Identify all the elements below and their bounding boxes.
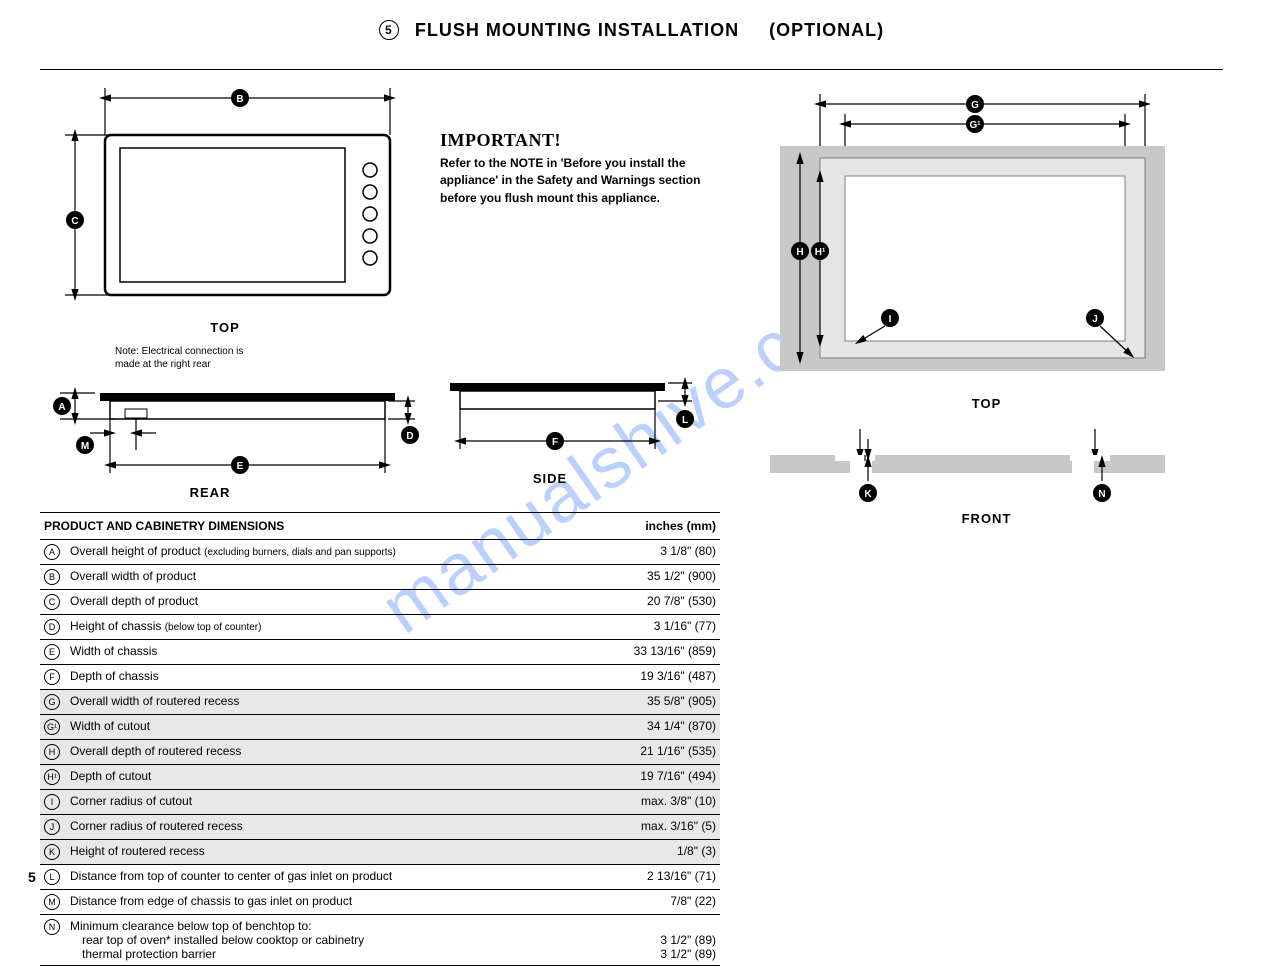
svg-text:H: H [796,247,803,258]
table-row: ICorner radius of cutoutmax. 3/8" (10) [40,790,720,815]
dim-key-badge: B [44,569,60,585]
top-view-label: TOP [40,320,410,335]
title-suffix: (OPTIONAL) [769,20,884,40]
svg-text:K: K [864,489,872,500]
top-view-product-diagram: B C [40,80,410,320]
dim-key-badge: F [44,669,60,685]
svg-text:G¹: G¹ [969,120,981,131]
table-row: FDepth of chassis19 3/16" (487) [40,665,720,690]
table-row: AOverall height of product (excluding bu… [40,540,720,565]
svg-text:G: G [971,100,979,111]
dim-key-badge: G [44,694,60,710]
dim-key-badge: H¹ [44,769,60,785]
electrical-note: Note: Electrical connection is made at t… [115,345,255,371]
table-row: EWidth of chassis33 13/16" (859) [40,640,720,665]
dim-key-badge: I [44,794,60,810]
table-row: H¹Depth of cutout19 7/16" (494) [40,765,720,790]
table-row-last: N Minimum clearance below top of benchto… [40,915,720,966]
dim-key-badge: L [44,869,60,885]
dim-key-badge: D [44,619,60,635]
table-row: KHeight of routered recess1/8" (3) [40,840,720,865]
dim-key-badge: H [44,744,60,760]
title-main: FLUSH MOUNTING INSTALLATION [415,20,739,40]
dim-key-badge: A [44,544,60,560]
cutout-top-label: TOP [750,396,1223,411]
svg-text:H¹: H¹ [815,247,826,258]
rear-view-label: REAR [0,485,420,500]
page-title: 5 FLUSH MOUNTING INSTALLATION (OPTIONAL) [40,20,1223,41]
table-row: HOverall depth of routered recess21 1/16… [40,740,720,765]
svg-text:N: N [1098,489,1105,500]
table-row: DHeight of chassis (below top of counter… [40,615,720,640]
table-header-left: PRODUCT AND CABINETRY DIMENSIONS [40,513,590,540]
svg-text:C: C [71,216,78,227]
cutout-front-view-diagram: K N [750,411,1170,511]
dimensions-table: PRODUCT AND CABINETRY DIMENSIONS inches … [40,512,720,966]
important-heading: IMPORTANT! [440,130,720,151]
table-row: G¹Width of cutout34 1/4" (870) [40,715,720,740]
header-divider [40,69,1223,70]
cutout-top-view-diagram: G G¹ H H¹ I [750,86,1170,396]
section-number-badge: 5 [379,20,399,40]
side-view-label: SIDE [390,471,710,486]
table-row: JCorner radius of routered recessmax. 3/… [40,815,720,840]
rear-view-diagram: A D M [40,375,420,485]
dim-key-badge: K [44,844,60,860]
table-row: BOverall width of product35 1/2" (900) [40,565,720,590]
table-row: COverall depth of product20 7/8" (530) [40,590,720,615]
svg-text:B: B [236,94,243,105]
cutout-front-label: FRONT [750,511,1223,526]
dim-key-badge: C [44,594,60,610]
table-row: MDistance from edge of chassis to gas in… [40,890,720,915]
svg-text:F: F [552,437,558,448]
dim-key-badge: E [44,644,60,660]
table-row: GOverall width of routered recess35 5/8"… [40,690,720,715]
svg-text:L: L [682,415,688,426]
table-header-row: PRODUCT AND CABINETRY DIMENSIONS inches … [40,513,720,540]
svg-text:E: E [237,461,244,472]
dim-label-n: N [44,919,60,935]
svg-text:M: M [81,441,89,452]
important-body: Refer to the NOTE in 'Before you install… [440,155,720,207]
table-row: LDistance from top of counter to center … [40,865,720,890]
table-header-right: inches (mm) [590,513,720,540]
page-number: 5 [28,869,36,885]
dim-key-badge: J [44,819,60,835]
dim-key-badge: G¹ [44,719,60,735]
svg-text:D: D [406,431,413,442]
side-view-diagram: L F [430,361,710,471]
svg-text:I: I [889,314,892,325]
dim-key-badge: M [44,894,60,910]
svg-text:J: J [1092,314,1098,325]
svg-text:A: A [58,402,65,413]
